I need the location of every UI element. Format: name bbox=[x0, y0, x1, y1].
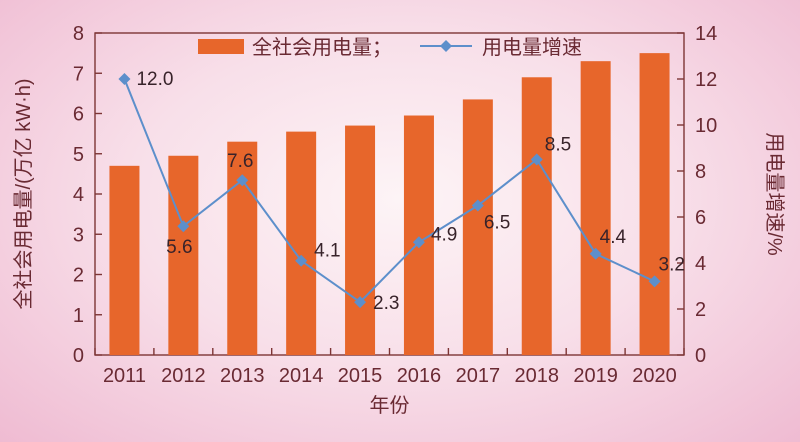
left-axis-tick-label: 7 bbox=[73, 63, 84, 85]
point-data-label: 4.9 bbox=[431, 224, 457, 245]
right-axis-tick-label: 2 bbox=[695, 299, 706, 321]
left-axis-tick-label: 0 bbox=[73, 345, 84, 367]
x-axis-tick-label: 2018 bbox=[515, 365, 560, 387]
growth-line bbox=[123, 78, 655, 304]
point-data-label: 6.5 bbox=[484, 213, 510, 234]
left-axis-title: 全社会用电量/(万亿 kW·h) bbox=[12, 78, 35, 309]
bar-2012 bbox=[168, 155, 199, 355]
bar-2011 bbox=[109, 165, 140, 355]
right-axis-tick-label: 0 bbox=[695, 345, 706, 367]
x-axis-tick-label: 2017 bbox=[456, 365, 501, 387]
line-marker-2016 bbox=[412, 236, 425, 249]
line-marker-2012 bbox=[177, 220, 190, 233]
legend-bar-swatch bbox=[198, 39, 244, 54]
point-data-label: 2.3 bbox=[373, 293, 399, 314]
point-data-label: 7.6 bbox=[227, 151, 253, 172]
line-marker-2014 bbox=[295, 254, 308, 267]
point-data-label: 12.0 bbox=[136, 69, 173, 90]
point-data-label: 3.2 bbox=[659, 254, 685, 275]
x-axis-tick-label: 2015 bbox=[338, 365, 383, 387]
x-axis-tick-label: 2016 bbox=[397, 365, 442, 387]
bar-2019 bbox=[580, 61, 611, 356]
right-axis-tick-label: 12 bbox=[695, 69, 717, 91]
x-axis-tick-label: 2011 bbox=[103, 365, 146, 387]
bar-2015 bbox=[345, 125, 376, 355]
point-data-label: 5.6 bbox=[166, 237, 192, 258]
point-data-label: 4.4 bbox=[600, 227, 627, 248]
line-marker-2018 bbox=[530, 153, 543, 166]
right-axis-tick-label: 14 bbox=[695, 23, 717, 45]
line-marker-2017 bbox=[471, 199, 484, 212]
left-axis-tick-label: 2 bbox=[73, 265, 84, 287]
x-axis-title: 年份 bbox=[370, 394, 410, 417]
x-axis-tick-label: 2019 bbox=[573, 365, 618, 387]
left-axis-tick-label: 3 bbox=[73, 224, 84, 246]
left-axis-tick-label: 4 bbox=[73, 184, 84, 206]
x-axis-tick-label: 2013 bbox=[220, 365, 265, 387]
point-data-label: 4.1 bbox=[314, 241, 340, 262]
x-axis-tick-label: 2012 bbox=[161, 365, 206, 387]
left-axis-tick-label: 5 bbox=[73, 144, 84, 166]
point-data-label: 8.5 bbox=[545, 135, 571, 156]
bar-2018 bbox=[521, 77, 552, 356]
bar-2017 bbox=[462, 99, 493, 355]
x-axis-tick-label: 2014 bbox=[279, 365, 324, 387]
line-marker-2013 bbox=[236, 174, 249, 187]
x-axis-tick-label: 2020 bbox=[632, 365, 677, 387]
line-marker-2015 bbox=[354, 296, 367, 309]
right-axis-tick-label: 4 bbox=[695, 253, 706, 275]
line-marker-2020 bbox=[648, 275, 661, 288]
right-axis-tick-label: 10 bbox=[695, 115, 717, 137]
right-axis-title: 用电量增速/% bbox=[763, 132, 786, 256]
left-axis-tick-label: 1 bbox=[73, 305, 84, 327]
line-marker-2019 bbox=[589, 247, 602, 260]
legend-bar-label: 全社会用电量； bbox=[252, 36, 392, 59]
right-axis-tick-label: 8 bbox=[695, 161, 706, 183]
right-axis-tick-label: 6 bbox=[695, 207, 706, 229]
bar-2013 bbox=[227, 141, 258, 355]
line-marker-2011 bbox=[118, 73, 131, 85]
bar-2014 bbox=[286, 131, 317, 355]
bar-2020 bbox=[639, 53, 670, 355]
left-axis-tick-label: 8 bbox=[73, 23, 84, 45]
legend-line-marker-icon bbox=[440, 40, 452, 52]
left-axis-tick-label: 6 bbox=[73, 104, 84, 126]
legend-line-label: 用电量增速 bbox=[482, 36, 582, 59]
